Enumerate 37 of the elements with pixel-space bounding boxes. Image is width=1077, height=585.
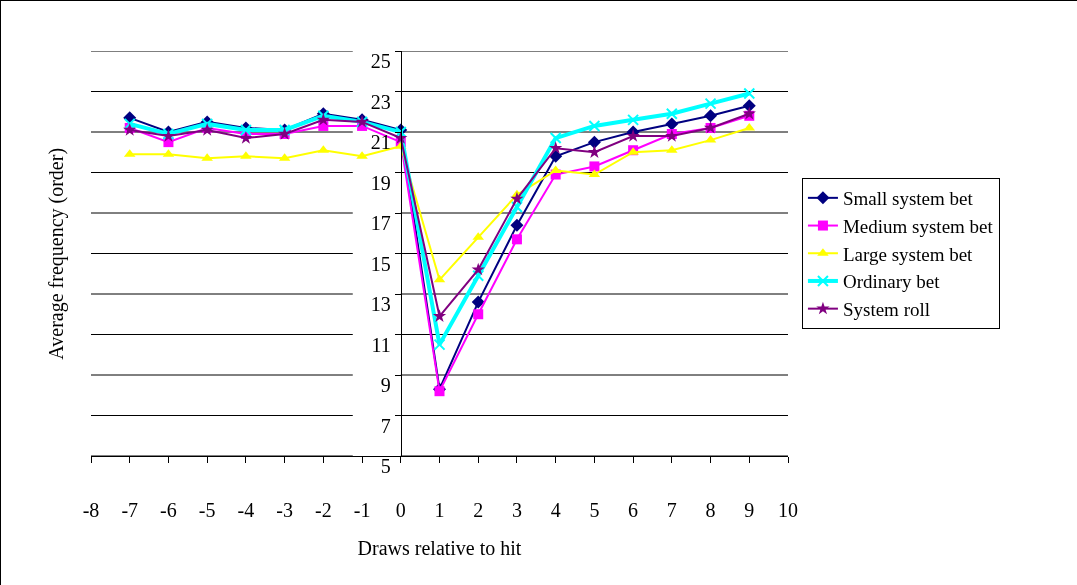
y-axis-title: Average frequency (order) [44, 147, 68, 360]
x-tick-label: 8 [705, 499, 716, 521]
x-tick-label: -5 [198, 499, 216, 521]
x-tick-label: -4 [237, 499, 255, 521]
y-tick-label: 23 [370, 90, 391, 113]
x-tick-label: -6 [160, 499, 177, 521]
y-tick-label: 19 [370, 171, 391, 194]
x-tick-label: -8 [82, 499, 100, 521]
x-axis-title: Draws relative to hit [357, 536, 522, 559]
legend-label: System roll [842, 299, 931, 321]
legend-label: Medium system bet [842, 215, 994, 237]
x-tick-label: 6 [628, 499, 639, 521]
x-tick-label: 5 [589, 499, 600, 521]
legend-label: Large system bet [842, 243, 974, 265]
x-tick-label: -2 [314, 499, 332, 521]
x-tick-label: 0 [395, 499, 406, 521]
y-tick-label: 21 [370, 131, 391, 153]
x-tick-label: 3 [511, 499, 522, 521]
legend-label: Small system bet [842, 188, 974, 210]
x-tick-label: -3 [276, 499, 293, 521]
x-tick-label: 2 [473, 499, 484, 521]
x-tick-label: 1 [434, 499, 445, 521]
y-tick-label: 17 [370, 212, 391, 234]
y-tick-label: 25 [370, 50, 391, 72]
x-tick-label: 10 [778, 499, 798, 521]
y-tick-label: 15 [370, 252, 391, 275]
y-tick-label: 5 [380, 455, 391, 477]
x-tick-label: 7 [666, 499, 677, 521]
x-tick-label: -1 [353, 499, 371, 521]
y-tick-label: 13 [370, 293, 391, 315]
legend-label: Ordinary bet [842, 271, 941, 293]
y-tick-label: 9 [380, 374, 391, 396]
x-tick-label: 9 [744, 499, 755, 521]
x-tick-label: 4 [550, 499, 561, 521]
y-tick-label: 11 [371, 333, 391, 356]
y-tick-label: 7 [380, 414, 391, 437]
x-tick-label: -7 [121, 499, 139, 521]
